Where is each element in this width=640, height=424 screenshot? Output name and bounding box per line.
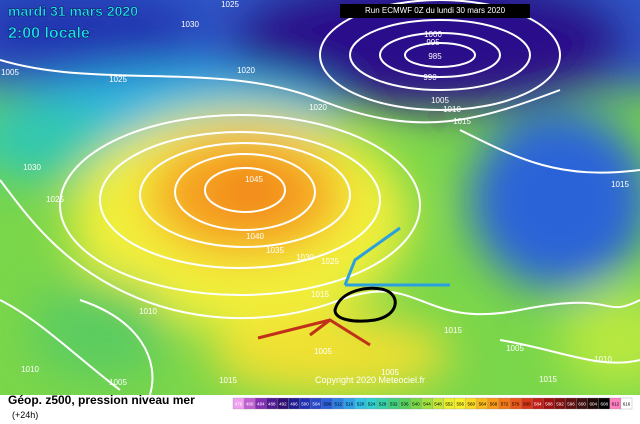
isobar-label: 995 <box>426 38 440 47</box>
isobar-label: 1020 <box>309 103 327 112</box>
scale-label: 564 <box>479 402 487 407</box>
run-info: Run ECMWF 0Z du lundi 30 mars 2020 <box>365 6 506 15</box>
scale-label: 572 <box>501 402 509 407</box>
scale-label: 544 <box>423 402 431 407</box>
scale-label: 604 <box>589 402 597 407</box>
scale-label: 576 <box>512 402 520 407</box>
isobar-label: 1005 <box>109 378 127 387</box>
scale-label: 508 <box>323 402 331 407</box>
isobar-label: 1015 <box>219 376 237 385</box>
scale-label: 612 <box>612 402 620 407</box>
scale-label: 556 <box>456 402 464 407</box>
isobar-label: 1025 <box>321 257 339 266</box>
footer-lead: (+24h) <box>12 410 38 420</box>
scale-label: 516 <box>346 402 354 407</box>
scale-label: 584 <box>534 402 542 407</box>
scale-label: 500 <box>301 402 309 407</box>
scale-label: 608 <box>601 402 609 407</box>
scale-label: 492 <box>279 402 287 407</box>
scale-label: 588 <box>545 402 553 407</box>
isobar-label: 1030 <box>23 163 41 172</box>
isobar-label: 1010 <box>21 365 39 374</box>
scale-label: 512 <box>335 402 343 407</box>
isobar-label: 1030 <box>296 253 314 262</box>
isobar-label: 1025 <box>221 0 239 9</box>
isobar-label: 1010 <box>443 105 461 114</box>
map-field <box>0 0 640 395</box>
scale-label: 520 <box>357 402 365 407</box>
isobar-label: 1015 <box>453 117 471 126</box>
isobar-label: 1010 <box>139 307 157 316</box>
isobar-label: 1005 <box>1 68 19 77</box>
scale-label: 560 <box>468 402 476 407</box>
isobar-label: 1040 <box>246 232 264 241</box>
highlight-ellipse <box>333 286 397 323</box>
isobar-label: 1005 <box>506 344 524 353</box>
scale-label: 504 <box>312 402 320 407</box>
isobar-label: 1030 <box>181 20 199 29</box>
isobar-label: 985 <box>428 52 442 61</box>
isobar-label: 1035 <box>266 246 284 255</box>
scale-label: 596 <box>567 402 575 407</box>
isobar-label: 1015 <box>611 180 629 189</box>
isobars <box>0 0 640 395</box>
isobar-label: 1005 <box>381 368 399 377</box>
scale-label: 540 <box>412 402 420 407</box>
isobar-label: 1015 <box>311 290 329 299</box>
scale-label: 552 <box>445 402 453 407</box>
red-front <box>257 318 371 347</box>
copyright: Copyright 2020 Meteociel.fr <box>315 375 425 385</box>
scale-label: 484 <box>257 402 265 407</box>
scale-label: 524 <box>368 402 376 407</box>
run-box <box>340 4 530 18</box>
footer-title: Géop. z500, pression niveau mer <box>8 393 195 407</box>
isobar-label: 1015 <box>444 326 462 335</box>
scale-label: 476 <box>235 402 243 407</box>
isobar-label: 1020 <box>237 66 255 75</box>
blue-front <box>343 226 450 287</box>
scale-label: 616 <box>623 402 631 407</box>
isobar-label: 1005 <box>431 96 449 105</box>
scale-label: 536 <box>401 402 409 407</box>
isobar-label: 1015 <box>539 375 557 384</box>
scale-label: 480 <box>246 402 254 407</box>
color-scale: 476 480 484 488 492 496 500 504 508 512 516 520 524 5… <box>232 397 633 410</box>
isobar-label: 1025 <box>109 75 127 84</box>
scale-label: 568 <box>490 402 498 407</box>
time: 2:00 locale <box>8 25 90 42</box>
scale-label: 528 <box>379 402 387 407</box>
scale-label: 592 <box>556 402 564 407</box>
scale-label: 488 <box>268 402 276 407</box>
scale-swatch <box>620 397 633 410</box>
isobar-label: 990 <box>423 73 437 82</box>
isobar-label: 1010 <box>594 355 612 364</box>
scale-label: 600 <box>578 402 586 407</box>
isobar-label: 1005 <box>314 347 332 356</box>
isobar-label: 1025 <box>46 195 64 204</box>
scale-label: 532 <box>390 402 398 407</box>
scale-label: 496 <box>290 402 298 407</box>
isobar-label: 1000 <box>424 30 442 39</box>
date: mardi 31 mars 2020 <box>8 3 138 19</box>
scale-label: 548 <box>434 402 442 407</box>
scale-label: 580 <box>523 402 531 407</box>
isobar-label: 1045 <box>245 175 263 184</box>
